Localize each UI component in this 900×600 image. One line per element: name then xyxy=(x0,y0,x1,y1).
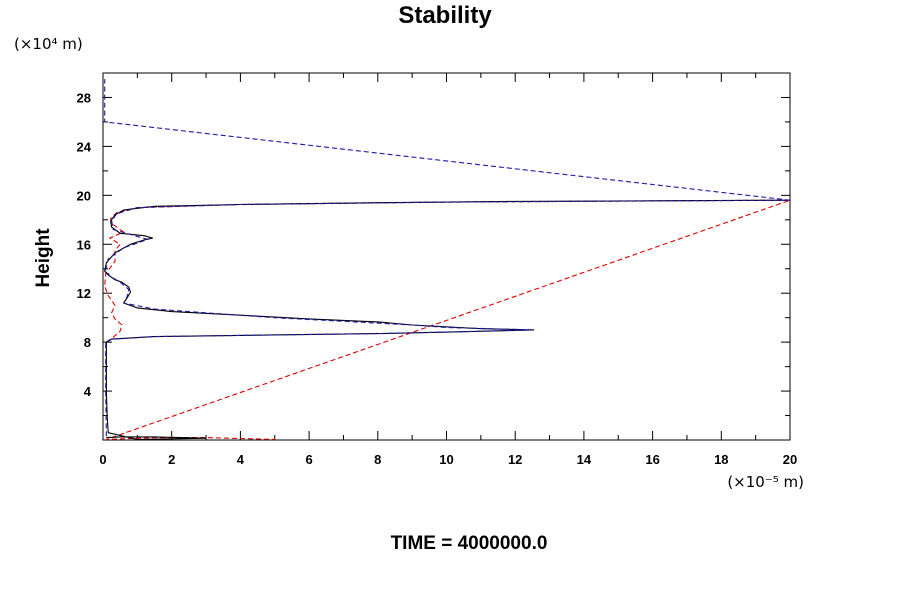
plot-frame xyxy=(102,72,791,441)
y-tick-label: 12 xyxy=(77,286,91,301)
y-tick-label: 24 xyxy=(77,139,92,154)
y-tick-label: 4 xyxy=(84,384,92,399)
x-tick-label: 12 xyxy=(508,452,522,467)
series-red-dashed-line xyxy=(104,199,791,440)
x-tick-label: 14 xyxy=(577,452,592,467)
x-tick-label: 6 xyxy=(305,452,312,467)
x-tick-label: 10 xyxy=(439,452,453,467)
x-tick-label: 16 xyxy=(645,452,659,467)
x-tick-label: 20 xyxy=(783,452,797,467)
x-tick-label: 4 xyxy=(237,452,245,467)
y-tick-label: 28 xyxy=(77,90,91,105)
time-footer: TIME = 4000000.0 xyxy=(391,533,548,554)
x-tick-label: 18 xyxy=(714,452,728,467)
y-unit-label: (×10⁴ m) xyxy=(14,35,83,53)
x-unit-label: (×10⁻⁵ m) xyxy=(727,473,804,491)
chart-title: Stability xyxy=(398,2,492,29)
y-axis-label: Height xyxy=(33,228,54,288)
y-tick-label: 8 xyxy=(84,335,91,350)
x-tick-label: 2 xyxy=(168,452,175,467)
y-tick-label: 16 xyxy=(77,237,91,252)
series-blue-dashed-line xyxy=(104,79,791,437)
series-layer xyxy=(104,79,791,440)
x-tick-label: 8 xyxy=(374,452,381,467)
x-tick-label: 0 xyxy=(99,452,106,467)
y-tick-label: 20 xyxy=(77,188,91,203)
